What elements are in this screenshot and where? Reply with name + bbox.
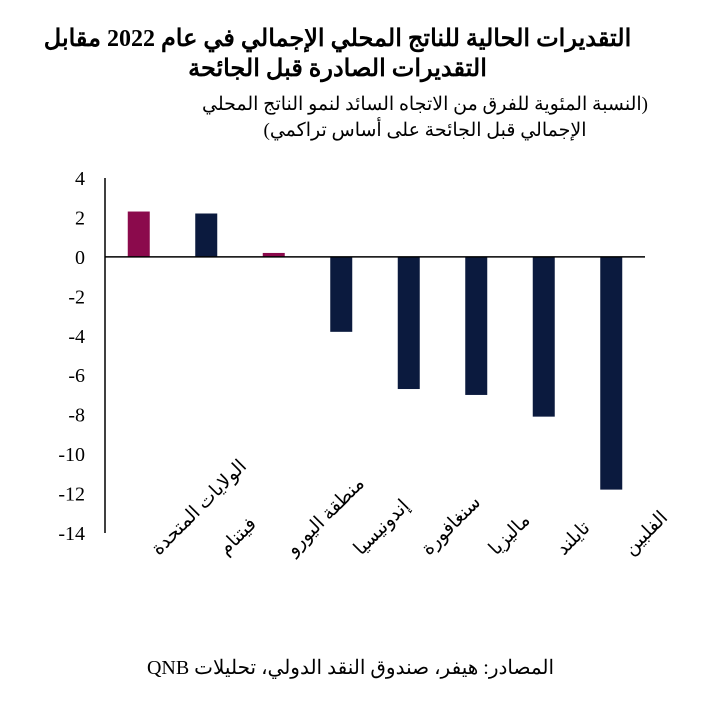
category-label: ماليزيا: [485, 510, 535, 560]
y-axis-ticks: 4 2 0 -2 -4 -6 -8 -10 -12 -14: [58, 168, 85, 545]
category-label: سنغافورة: [417, 492, 485, 560]
y-tick-label: -2: [68, 286, 85, 308]
y-tick-label: -4: [68, 326, 85, 348]
bar: [262, 252, 285, 257]
bar: [600, 256, 623, 490]
y-tick-label: -12: [58, 484, 85, 506]
bar: [397, 256, 420, 390]
y-tick-label: -8: [68, 405, 85, 427]
source-note: المصادر: هيفر، صندوق النقد الدولي، تحليل…: [146, 657, 555, 679]
category-label: إندونيسيا: [350, 496, 414, 560]
y-tick-label: 4: [75, 168, 85, 190]
chart-title: التقديرات الحالية للناتج المحلي الإجمالي…: [43, 26, 632, 82]
category-label: الفلبين: [620, 507, 672, 559]
category-label: فيتنام: [215, 514, 261, 560]
y-tick-label: 2: [75, 207, 85, 229]
bar: [127, 211, 150, 257]
y-tick-label: -14: [58, 523, 85, 545]
category-label: تايلند: [552, 518, 594, 560]
bar: [330, 256, 353, 332]
bars: [127, 211, 623, 490]
y-tick-label: -6: [68, 365, 85, 387]
chart-subtitle: (النسبة المئوية للفرق من الاتجاه السائد …: [201, 94, 649, 141]
bar: [195, 213, 218, 257]
axes: [104, 178, 645, 533]
bar: [465, 256, 488, 395]
bar: [532, 256, 555, 417]
y-tick-label: -10: [58, 444, 85, 466]
y-tick-label: 0: [75, 247, 85, 269]
